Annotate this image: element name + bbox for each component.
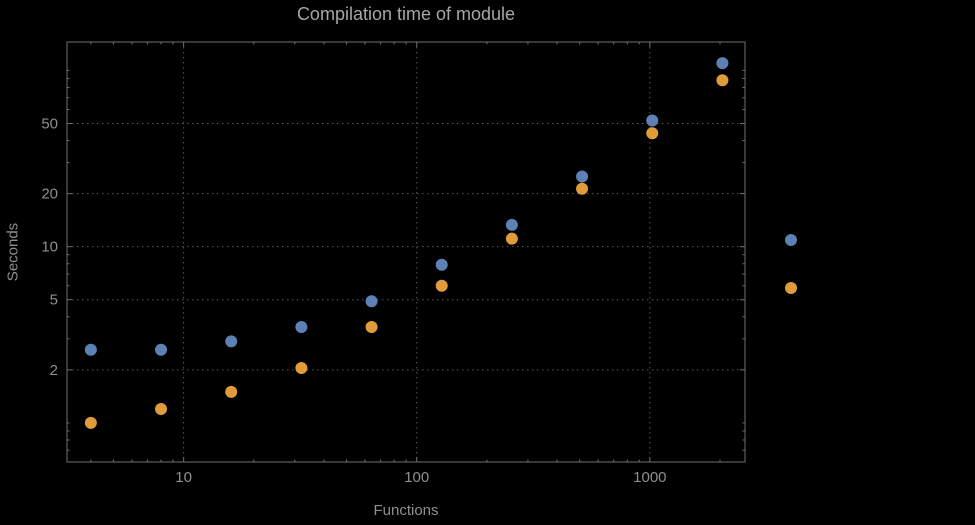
data-point-series-1 (155, 343, 168, 356)
chart-title: Compilation time of module (296, 4, 516, 24)
data-point-series-2 (505, 232, 518, 245)
data-point-series-2 (435, 279, 448, 292)
y-tick-label: 50 (41, 115, 58, 132)
data-point-series-2 (225, 385, 238, 398)
data-point-series-1 (435, 258, 448, 271)
legend-marker-series-1 (785, 234, 797, 246)
y-tick-label: 5 (50, 292, 58, 309)
y-tick-label: 2 (50, 362, 58, 379)
data-point-series-2 (84, 416, 97, 429)
data-point-series-2 (646, 127, 659, 140)
data-point-series-2 (295, 361, 308, 374)
data-point-series-1 (505, 218, 518, 231)
x-tick-label: 10 (175, 469, 192, 486)
data-point-series-2 (155, 402, 168, 415)
data-point-series-1 (295, 321, 308, 334)
x-tick-label: 1000 (633, 469, 666, 486)
y-tick-label: 10 (41, 239, 58, 256)
data-point-series-2 (716, 74, 729, 87)
data-point-series-2 (365, 321, 378, 334)
data-point-series-2 (576, 182, 589, 195)
legend-marker-series-2 (785, 282, 797, 294)
data-point-series-1 (646, 114, 659, 127)
data-point-series-1 (576, 170, 589, 183)
x-axis-label: Functions (373, 502, 439, 519)
data-point-series-1 (716, 57, 729, 70)
y-tick-label: 20 (41, 186, 58, 203)
data-point-series-1 (365, 295, 378, 308)
data-point-series-1 (84, 343, 97, 356)
x-tick-label: 100 (404, 469, 429, 486)
plot-frame (66, 41, 746, 463)
data-point-series-1 (225, 335, 238, 348)
y-axis-label: Seconds (4, 222, 22, 282)
